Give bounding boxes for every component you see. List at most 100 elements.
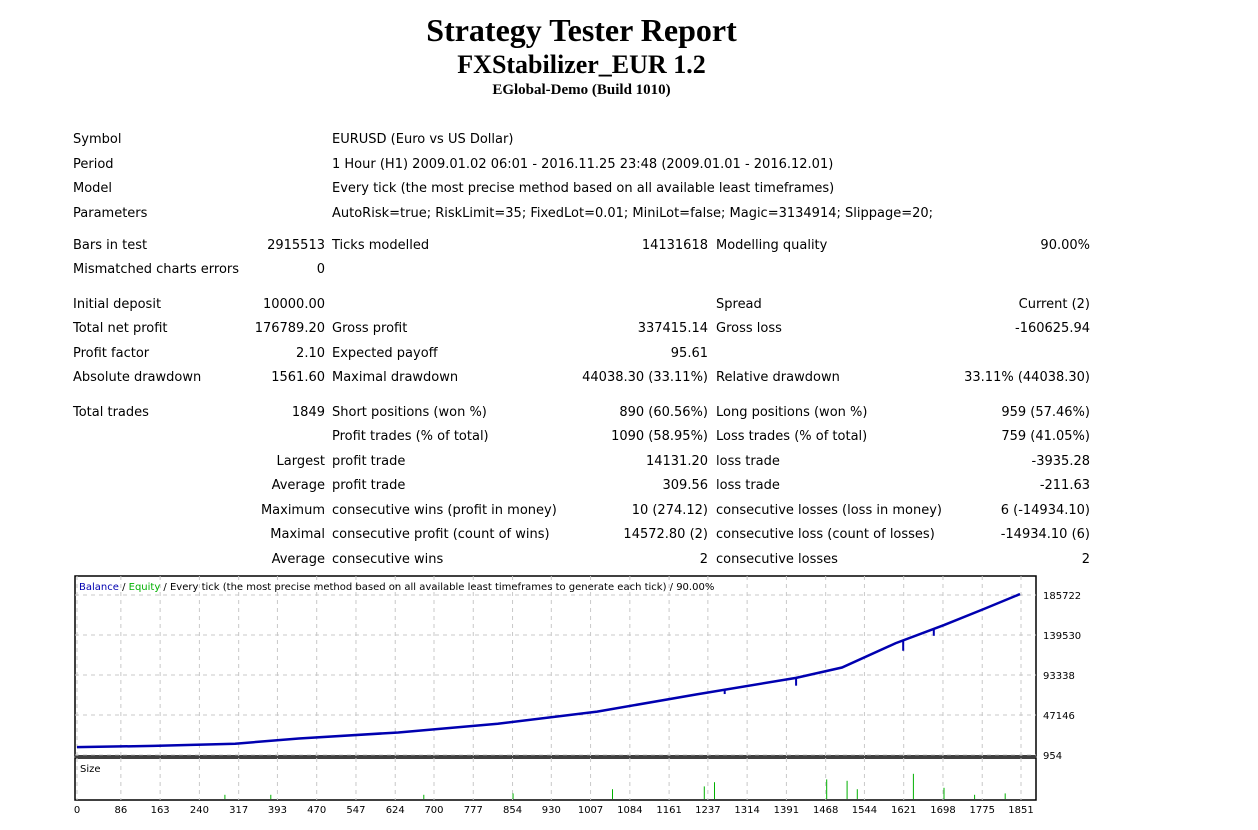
x-tick-label: 547 [346, 805, 365, 816]
table-cell: -211.63 [1039, 478, 1090, 493]
table-cell: 10 (274.12) [631, 503, 708, 518]
table-cell: Model [73, 181, 113, 196]
table-cell: Every tick (the most precise method base… [332, 181, 835, 196]
table-cell: 2.10 [296, 346, 325, 361]
balance-line [76, 592, 1021, 749]
x-tick-label: 624 [386, 805, 405, 816]
table-cell: Current (2) [1018, 297, 1090, 312]
table-cell: Gross loss [716, 321, 782, 336]
x-tick-label: 1007 [578, 805, 603, 816]
table-cell: consecutive loss (count of losses) [716, 527, 935, 542]
x-tick-label: 1851 [1008, 805, 1033, 816]
table-cell: -160625.94 [1015, 321, 1090, 336]
table-cell: Parameters [73, 206, 148, 221]
x-tick-label: 1314 [734, 805, 759, 816]
table-cell: 10000.00 [262, 297, 325, 312]
x-tick-label: 240 [190, 805, 209, 816]
table-cell: 14131618 [641, 238, 708, 253]
table-cell: Period [73, 157, 114, 172]
legend-sep: / [119, 582, 129, 593]
table-cell: 1 Hour (H1) 2009.01.02 06:01 - 2016.11.2… [332, 157, 834, 172]
table-cell: 890 (60.56%) [619, 405, 708, 420]
table-cell: AutoRisk=true; RiskLimit=35; FixedLot=0.… [332, 206, 934, 221]
x-tick-label: 1468 [813, 805, 838, 816]
table-cell: Total trades [73, 405, 149, 420]
table-cell: 44038.30 (33.11%) [582, 370, 708, 385]
table-cell: EURUSD (Euro vs US Dollar) [332, 132, 514, 147]
table-cell: consecutive losses (loss in money) [716, 503, 942, 518]
table-cell: Average [271, 478, 325, 493]
y-tick-label: 185722 [1043, 591, 1081, 602]
table-cell: 95.61 [670, 346, 708, 361]
table-cell: Modelling quality [716, 238, 828, 253]
table-cell: Total net profit [73, 321, 168, 336]
legend-rest: / Every tick (the most precise method ba… [160, 582, 714, 593]
report-title: Strategy Tester Report [426, 12, 737, 48]
table-cell: Maximal drawdown [332, 370, 459, 385]
table-cell: 2915513 [267, 238, 325, 253]
table-cell: Bars in test [73, 238, 148, 253]
table-cell: consecutive losses [716, 552, 838, 567]
y-tick-label: 139530 [1043, 631, 1081, 642]
table-cell: -3935.28 [1031, 454, 1090, 469]
table-cell: Largest [276, 454, 325, 469]
table-cell: Maximal [270, 527, 325, 542]
x-tick-label: 1544 [852, 805, 877, 816]
x-tick-label: 1237 [695, 805, 720, 816]
chart-legend: Balance / Equity / Every tick (the most … [79, 582, 714, 593]
x-tick-label: 777 [464, 805, 483, 816]
x-tick-label: 1775 [970, 805, 995, 816]
x-tick-label: 1084 [617, 805, 642, 816]
table-cell: Average [271, 552, 325, 567]
legend-balance: Balance [79, 582, 119, 593]
table-cell: loss trade [716, 478, 780, 493]
size-panel [74, 757, 1037, 801]
table-cell: Short positions (won %) [332, 405, 487, 420]
table-cell: Mismatched charts errors [73, 262, 240, 277]
table-cell: Relative drawdown [716, 370, 840, 385]
x-tick-label: 1161 [656, 805, 681, 816]
table-cell: 1090 (58.95%) [611, 429, 708, 444]
table-cell: 0 [316, 262, 325, 277]
table-cell: Symbol [73, 132, 122, 147]
y-tick-label: 47146 [1043, 711, 1075, 722]
server-name: EGlobal-Demo (Build 1010) [492, 82, 671, 98]
x-tick-label: 86 [114, 805, 127, 816]
table-cell: Initial deposit [73, 297, 162, 312]
size-label: Size [80, 764, 101, 775]
x-tick-label: 854 [503, 805, 522, 816]
table-cell: 14131.20 [645, 454, 708, 469]
legend-equity: Equity [129, 582, 161, 593]
table-cell: 14572.80 (2) [623, 527, 708, 542]
table-cell: 2 [699, 552, 708, 567]
y-tick-label: 954 [1043, 751, 1062, 762]
table-cell: consecutive wins [332, 552, 444, 567]
table-cell: Profit trades (% of total) [332, 429, 489, 444]
table-cell: Profit factor [73, 346, 150, 361]
table-cell: 176789.20 [254, 321, 325, 336]
plot-area [74, 575, 1037, 757]
x-tick-label: 393 [268, 805, 287, 816]
table-cell: 337415.14 [637, 321, 708, 336]
table-cell: Maximum [260, 503, 325, 518]
x-tick-label: 163 [151, 805, 170, 816]
table-cell: loss trade [716, 454, 780, 469]
table-cell: consecutive wins (profit in money) [332, 503, 557, 518]
x-tick-label: 317 [229, 805, 248, 816]
table-cell: profit trade [332, 478, 406, 493]
table-cell: 90.00% [1040, 238, 1090, 253]
table-cell: 759 (41.05%) [1001, 429, 1090, 444]
x-tick-label: 470 [307, 805, 326, 816]
table-cell: -14934.10 (6) [1000, 527, 1090, 542]
expert-name: FXStabilizer_EUR 1.2 [457, 50, 706, 79]
table-cell: Gross profit [332, 321, 408, 336]
table-cell: Long positions (won %) [716, 405, 868, 420]
table-cell: 309.56 [662, 478, 709, 493]
y-tick-label: 93338 [1043, 671, 1075, 682]
table-cell: Loss trades (% of total) [716, 429, 868, 444]
table-cell: profit trade [332, 454, 406, 469]
table-cell: 1849 [291, 405, 325, 420]
table-cell: Ticks modelled [332, 238, 430, 253]
table-cell: 33.11% (44038.30) [964, 370, 1090, 385]
